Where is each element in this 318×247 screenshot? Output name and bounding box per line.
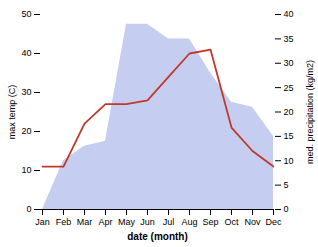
svg-text:max temp (C): max temp (C) [7,85,17,140]
svg-text:Jun: Jun [140,217,155,227]
svg-text:5: 5 [284,180,289,190]
svg-text:Dec: Dec [265,217,282,227]
svg-text:Mar: Mar [77,217,93,227]
svg-text:20: 20 [21,126,31,136]
svg-text:20: 20 [284,107,294,117]
svg-text:30: 30 [21,87,31,97]
svg-text:Apr: Apr [98,217,112,227]
svg-text:25: 25 [284,83,294,93]
svg-text:Sep: Sep [202,217,218,227]
svg-text:Aug: Aug [181,217,197,227]
svg-text:date (month): date (month) [127,231,188,242]
svg-text:15: 15 [284,131,294,141]
svg-text:0: 0 [284,204,289,214]
svg-text:40: 40 [284,9,294,19]
svg-text:40: 40 [21,48,31,58]
svg-text:10: 10 [21,165,31,175]
svg-text:Oct: Oct [224,217,239,227]
svg-text:50: 50 [21,9,31,19]
svg-text:Nov: Nov [244,217,261,227]
svg-text:Jan: Jan [35,217,50,227]
svg-text:10: 10 [284,156,294,166]
svg-text:May: May [118,217,136,227]
svg-text:30: 30 [284,58,294,68]
svg-text:Jul: Jul [163,217,175,227]
svg-text:med. precipitation (kg/m2): med. precipitation (kg/m2) [305,60,315,164]
svg-text:Feb: Feb [56,217,72,227]
svg-text:0: 0 [26,204,31,214]
svg-text:35: 35 [284,34,294,44]
